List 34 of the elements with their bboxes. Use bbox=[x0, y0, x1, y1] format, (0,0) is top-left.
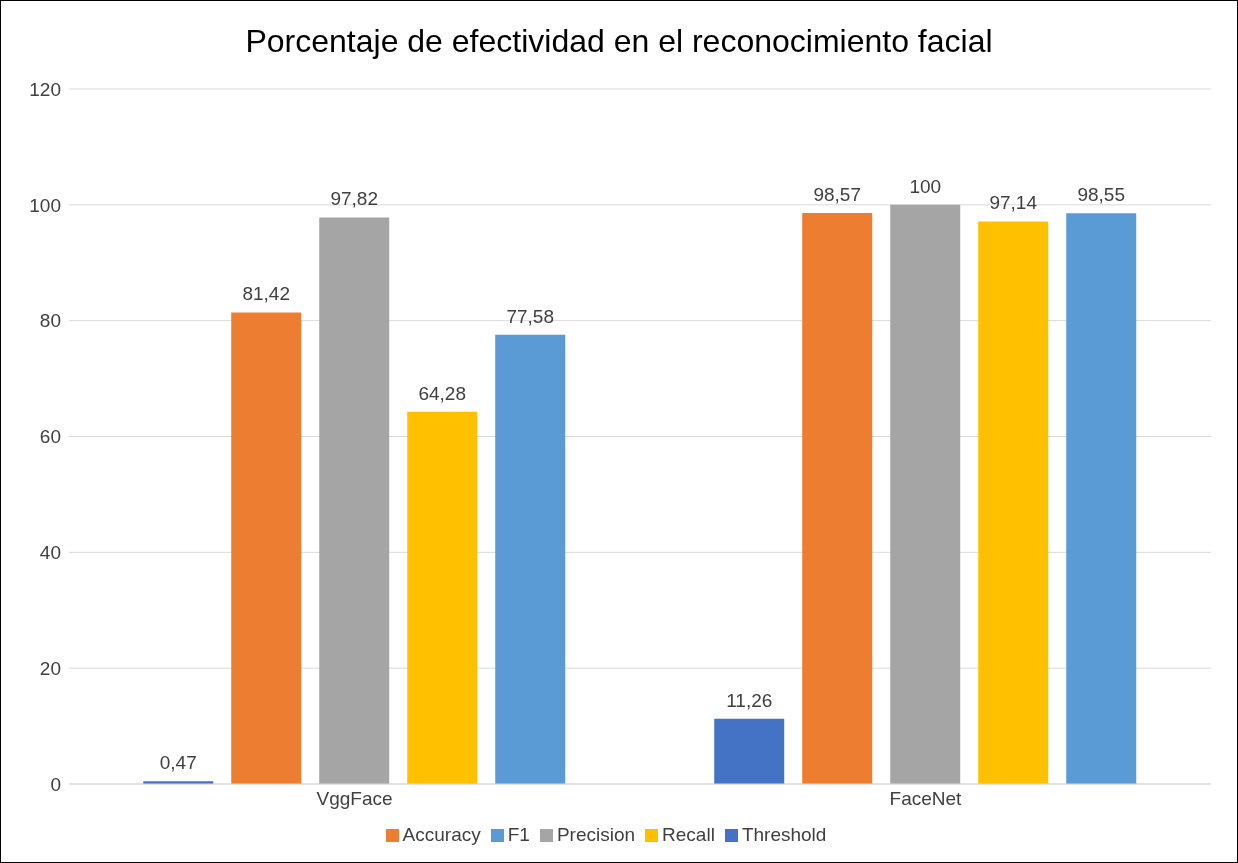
bar bbox=[890, 204, 961, 784]
x-tick-label: FaceNet bbox=[889, 788, 963, 810]
bar bbox=[495, 334, 566, 784]
legend-label: Precision bbox=[556, 824, 636, 845]
y-tick-label: 60 bbox=[39, 426, 61, 448]
data-label: 77,58 bbox=[506, 305, 554, 327]
chart-title: Porcentaje de efectividad en el reconocimiento facial bbox=[244, 23, 994, 60]
y-tick-label: 40 bbox=[39, 542, 61, 564]
y-tick-label: 0 bbox=[50, 773, 61, 795]
data-label: 11,26 bbox=[726, 689, 773, 711]
y-tick-label: 100 bbox=[29, 194, 61, 216]
data-label: 100 bbox=[909, 175, 942, 197]
legend-label: Threshold bbox=[741, 824, 827, 845]
bar bbox=[231, 312, 302, 784]
bar bbox=[978, 221, 1049, 784]
bar bbox=[714, 718, 785, 784]
bar bbox=[319, 217, 390, 784]
data-label: 0,47 bbox=[159, 752, 197, 774]
data-label: 97,82 bbox=[330, 188, 378, 210]
data-label: 64,28 bbox=[418, 382, 466, 404]
data-label: 97,14 bbox=[989, 192, 1038, 214]
bar bbox=[1066, 213, 1137, 784]
y-tick-label: 120 bbox=[29, 78, 61, 100]
data-label: 98,57 bbox=[813, 184, 861, 206]
y-tick-label: 20 bbox=[39, 657, 61, 679]
legend-label: F1 bbox=[507, 824, 530, 845]
y-tick-label: 80 bbox=[39, 310, 61, 332]
bar bbox=[802, 213, 873, 784]
data-label: 81,42 bbox=[242, 283, 290, 305]
x-tick-label: VggFace bbox=[316, 788, 393, 810]
legend-label: Accuracy bbox=[402, 824, 481, 845]
bar bbox=[407, 411, 478, 784]
data-label: 98,55 bbox=[1077, 184, 1125, 206]
legend-label: Recall bbox=[662, 824, 715, 845]
